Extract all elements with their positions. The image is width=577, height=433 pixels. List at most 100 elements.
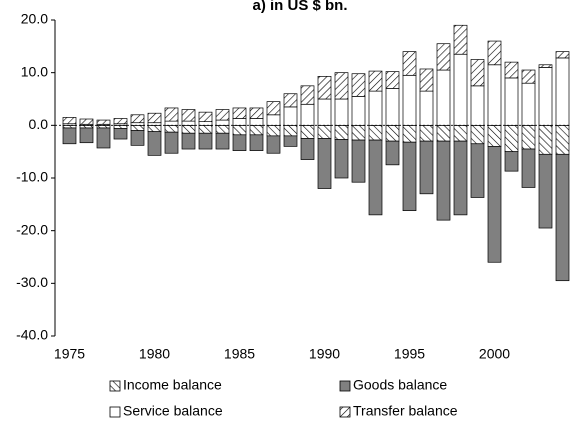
bar-segment bbox=[130, 130, 145, 146]
y-tick-label: -40.0 bbox=[16, 327, 48, 343]
bar-segment bbox=[521, 69, 536, 84]
x-tick-label: 1975 bbox=[54, 346, 85, 362]
bar-segment bbox=[504, 77, 519, 126]
bar-segment bbox=[130, 124, 145, 131]
legend-label: Transfer balance bbox=[353, 403, 458, 419]
bar-segment bbox=[436, 69, 451, 126]
bar-segment bbox=[555, 51, 570, 59]
x-tick-label: 1980 bbox=[139, 346, 170, 362]
chart-title: a) in US $ bn. bbox=[252, 0, 347, 14]
bar-segment bbox=[317, 98, 332, 126]
bar-segment bbox=[368, 139, 383, 216]
bar-segment bbox=[402, 51, 417, 76]
bar-segment bbox=[453, 124, 468, 142]
y-tick-label: -10.0 bbox=[16, 169, 48, 185]
legend-label: Goods balance bbox=[353, 377, 447, 393]
bar-segment bbox=[249, 124, 264, 136]
bar-segment bbox=[249, 134, 264, 151]
legend-swatch bbox=[109, 406, 121, 418]
bar-segment bbox=[317, 138, 332, 189]
bar-segment bbox=[232, 134, 247, 151]
bar-segment bbox=[181, 132, 196, 150]
bar-segment bbox=[215, 119, 230, 126]
bar-segment bbox=[419, 140, 434, 195]
bar-segment bbox=[521, 148, 536, 188]
legend-label: Income balance bbox=[123, 377, 222, 393]
bar-segment bbox=[334, 139, 349, 179]
bar-segment bbox=[402, 74, 417, 126]
bar-segment bbox=[334, 98, 349, 126]
bar-segment bbox=[198, 124, 213, 134]
bar-segment bbox=[164, 124, 179, 133]
bar-segment bbox=[402, 124, 417, 143]
bar-segment bbox=[385, 124, 400, 142]
legend-label: Service balance bbox=[123, 403, 223, 419]
bar-segment bbox=[334, 124, 349, 140]
bar-segment bbox=[351, 73, 366, 97]
bar-segment bbox=[164, 107, 179, 122]
bar-segment bbox=[317, 76, 332, 100]
bar-segment bbox=[215, 132, 230, 150]
legend-swatch bbox=[339, 406, 351, 418]
bar-segment bbox=[283, 93, 298, 108]
legend-swatch bbox=[339, 380, 351, 392]
bar-segment bbox=[232, 118, 247, 126]
bar-segment bbox=[164, 131, 179, 154]
bar-segment bbox=[504, 151, 519, 172]
bar-segment bbox=[283, 106, 298, 126]
bar-segment bbox=[266, 114, 281, 126]
bar-segment bbox=[113, 118, 128, 125]
bar-segment bbox=[453, 140, 468, 216]
bar-segment bbox=[538, 67, 553, 126]
bar-segment bbox=[79, 118, 94, 125]
bar-segment bbox=[198, 121, 213, 126]
bar-segment bbox=[317, 124, 332, 139]
bar-segment bbox=[147, 112, 162, 124]
bar-segment bbox=[487, 40, 502, 66]
bar-segment bbox=[351, 139, 366, 183]
bar-segment bbox=[538, 124, 553, 155]
bar-segment bbox=[487, 124, 502, 147]
bar-segment bbox=[164, 120, 179, 126]
bar-segment bbox=[249, 107, 264, 119]
bar-segment bbox=[300, 103, 315, 126]
bar-segment bbox=[266, 101, 281, 116]
y-tick-label: -30.0 bbox=[16, 274, 48, 290]
bar-segment bbox=[300, 124, 315, 139]
bar-segment bbox=[419, 124, 434, 142]
bar-segment bbox=[283, 124, 298, 137]
bar-segment bbox=[113, 128, 128, 140]
bar-segment bbox=[470, 143, 485, 198]
bar-segment bbox=[470, 59, 485, 87]
bar-segment bbox=[504, 61, 519, 79]
bar-segment bbox=[283, 135, 298, 147]
y-tick-label: 10.0 bbox=[21, 63, 48, 79]
bar-segment bbox=[232, 124, 247, 136]
bar-segment bbox=[385, 88, 400, 126]
bar-segment bbox=[555, 124, 570, 155]
bar-segment bbox=[487, 146, 502, 263]
bar-segment bbox=[181, 124, 196, 134]
x-tick-label: 1995 bbox=[394, 346, 425, 362]
bar-segment bbox=[470, 124, 485, 145]
bar-segment bbox=[334, 72, 349, 100]
bar-segment bbox=[453, 24, 468, 55]
bar-segment bbox=[419, 90, 434, 126]
bar-segment bbox=[368, 90, 383, 126]
bar-segment bbox=[351, 124, 366, 141]
y-tick-label: 20.0 bbox=[21, 11, 48, 27]
bar-segment bbox=[198, 132, 213, 150]
bar-segment bbox=[215, 124, 230, 134]
bar-segment bbox=[147, 124, 162, 133]
bar-segment bbox=[79, 127, 94, 144]
bar-segment bbox=[351, 96, 366, 126]
bar-segment bbox=[385, 71, 400, 89]
bar-segment bbox=[419, 68, 434, 92]
bar-segment bbox=[300, 138, 315, 160]
bar-segment bbox=[538, 153, 553, 229]
y-tick-label: 0.0 bbox=[29, 116, 49, 132]
x-tick-label: 1985 bbox=[224, 346, 255, 362]
bar-segment bbox=[181, 120, 196, 126]
bar-segment bbox=[113, 124, 128, 129]
bar-segment bbox=[487, 64, 502, 126]
